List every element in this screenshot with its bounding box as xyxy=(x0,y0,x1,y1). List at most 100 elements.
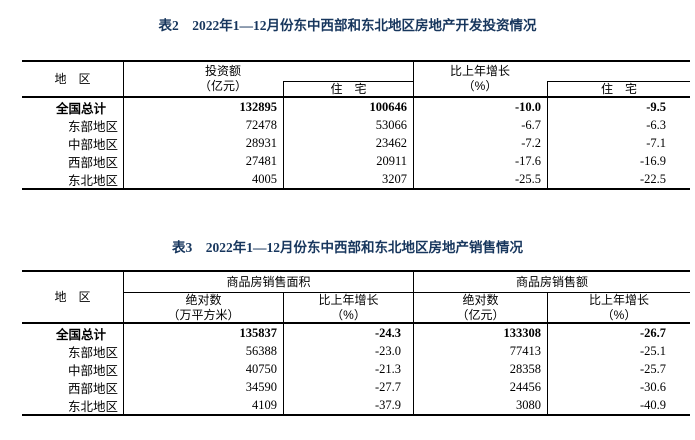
amount-growth-cell: -25.7 xyxy=(639,361,666,376)
residential-growth-cell: -16.9 xyxy=(639,153,666,168)
table2-header-investment-line1: 投资额 xyxy=(204,64,241,78)
table3-header-rule xyxy=(22,322,690,324)
table3-title: 表3 2022年1—12月份东中西部和东北地区房地产销售情况 xyxy=(172,240,523,255)
table3-area-growth-divider xyxy=(283,292,284,414)
investment-cell: 28931 xyxy=(245,135,277,150)
table2-header-growth-line1: 比上年增长 xyxy=(449,64,510,78)
residential-growth-cell: -22.5 xyxy=(639,171,666,186)
region-cell: 东部地区 xyxy=(68,345,119,360)
sales-area-cell: 34590 xyxy=(245,379,277,394)
table2-residential-divider xyxy=(283,81,284,188)
sales-amount-cell: 28358 xyxy=(509,361,541,376)
area-growth-cell: -27.7 xyxy=(374,379,401,394)
table-row: 西部地区 34590 -27.7 24456 -30.6 xyxy=(22,378,690,396)
table3-header-sales-area-group: 商品房销售面积 xyxy=(226,274,311,289)
table-row: 东北地区 4005 3207 -25.5 -22.5 xyxy=(22,170,690,188)
sales-amount-cell: 77413 xyxy=(509,343,541,358)
growth-cell: -10.0 xyxy=(514,99,541,114)
table-row: 东部地区 72478 53066 -6.7 -6.3 xyxy=(22,116,690,134)
table3-header-area-abs-line2: （万平方米） xyxy=(167,307,240,322)
amount-growth-cell: -26.7 xyxy=(639,325,666,340)
residential-cell: 3207 xyxy=(382,171,407,186)
region-cell: 东部地区 xyxy=(68,119,119,134)
table3-header-amount-abs: 绝对数 （亿元） xyxy=(414,293,547,322)
region-cell: 全国总计 xyxy=(56,101,107,116)
table-row: 中部地区 40750 -21.3 28358 -25.7 xyxy=(22,360,690,378)
table3-header-amount-growth-line2: （%） xyxy=(601,307,637,322)
residential-cell: 53066 xyxy=(375,117,407,132)
residential-cell: 100646 xyxy=(369,99,408,114)
table3-header-area-growth-line2: （%） xyxy=(331,307,366,322)
table2-residential-growth-divider xyxy=(547,81,548,188)
amount-growth-cell: -40.9 xyxy=(639,397,666,412)
residential-growth-cell: -6.3 xyxy=(646,117,666,132)
table3-region-divider xyxy=(123,270,124,414)
table2-header-region: 地 区 xyxy=(54,71,91,86)
table2-header-growth-line2: （%） xyxy=(462,79,498,93)
table2-residential-growth-box-top-rule xyxy=(547,81,690,82)
table2-section-divider xyxy=(413,60,414,188)
region-cell: 西部地区 xyxy=(68,381,119,396)
table2: 地 区 投资额 （亿元） 住 宅 比上年增长 （%） 住 宅 全国总计 1328… xyxy=(22,60,690,190)
investment-cell: 27481 xyxy=(245,153,277,168)
table-row: 东北地区 4109 -37.9 3080 -40.9 xyxy=(22,396,690,414)
growth-cell: -6.7 xyxy=(521,117,541,132)
table3-group-rule xyxy=(123,292,690,293)
sales-area-cell: 40750 xyxy=(245,361,277,376)
region-cell: 东北地区 xyxy=(68,173,119,188)
amount-growth-cell: -25.1 xyxy=(639,343,666,358)
area-growth-cell: -37.9 xyxy=(374,397,401,412)
table3-header-amount-abs-line1: 绝对数 xyxy=(462,292,499,307)
table2-header-residential: 住 宅 xyxy=(330,81,367,96)
table2-bottom-rule xyxy=(22,188,690,190)
table2-header-residential-growth: 住 宅 xyxy=(600,81,637,96)
table3-header-amount-abs-line2: （亿元） xyxy=(456,307,505,322)
table2-header-investment: 投资额 （亿元） xyxy=(163,62,283,96)
residential-cell: 23462 xyxy=(375,135,407,150)
table3-bottom-rule xyxy=(22,414,690,416)
table2-header-growth: 比上年增长 （%） xyxy=(413,62,547,96)
table3-header-amount-growth: 比上年增长 （%） xyxy=(548,293,690,322)
table3-section-divider xyxy=(413,270,414,414)
table3-header-area-growth-line1: 比上年增长 xyxy=(318,292,379,307)
area-growth-cell: -21.3 xyxy=(374,361,401,376)
residential-growth-cell: -9.5 xyxy=(646,99,666,114)
investment-cell: 132895 xyxy=(239,99,278,114)
sales-amount-cell: 133308 xyxy=(503,325,542,340)
region-cell: 中部地区 xyxy=(68,363,119,378)
table2-top-rule xyxy=(22,60,690,62)
table3-top-rule xyxy=(22,270,690,272)
residential-growth-cell: -7.1 xyxy=(646,135,666,150)
sales-area-cell: 135837 xyxy=(239,325,278,340)
table2-header-investment-line2: （亿元） xyxy=(198,79,247,93)
table-row: 中部地区 28931 23462 -7.2 -7.1 xyxy=(22,134,690,152)
table2-body: 全国总计 132895 100646 -10.0 -9.5 东部地区 72478… xyxy=(22,98,690,188)
table3-amount-growth-divider xyxy=(547,292,548,414)
table-row: 全国总计 132895 100646 -10.0 -9.5 xyxy=(22,98,690,116)
table3: 地 区 商品房销售面积 商品房销售额 绝对数 （万平方米） 比上年增长 （%） … xyxy=(22,270,690,416)
table3-header-region: 地 区 xyxy=(54,289,91,304)
table3-header-area-abs: 绝对数 （万平方米） xyxy=(124,293,283,322)
sales-area-cell: 4109 xyxy=(252,397,277,412)
table-row: 西部地区 27481 20911 -17.6 -16.9 xyxy=(22,152,690,170)
area-growth-cell: -24.3 xyxy=(374,325,401,340)
table-row: 东部地区 56388 -23.0 77413 -25.1 xyxy=(22,342,690,360)
table2-header-rule xyxy=(22,96,690,98)
residential-cell: 20911 xyxy=(376,153,407,168)
table2-residential-box-top-rule xyxy=(283,81,413,82)
investment-cell: 4005 xyxy=(252,171,277,186)
growth-cell: -7.2 xyxy=(521,135,541,150)
table2-title: 表2 2022年1—12月份东中西部和东北地区房地产开发投资情况 xyxy=(158,18,537,33)
table3-body: 全国总计 135837 -24.3 133308 -26.7 东部地区 5638… xyxy=(22,324,690,414)
growth-cell: -25.5 xyxy=(514,171,541,186)
growth-cell: -17.6 xyxy=(514,153,541,168)
region-cell: 中部地区 xyxy=(68,137,119,152)
table3-header-amount-growth-line1: 比上年增长 xyxy=(588,292,649,307)
region-cell: 西部地区 xyxy=(68,155,119,170)
table3-header-area-abs-line1: 绝对数 xyxy=(185,292,222,307)
amount-growth-cell: -30.6 xyxy=(639,379,666,394)
sales-area-cell: 56388 xyxy=(245,343,277,358)
table-row: 全国总计 135837 -24.3 133308 -26.7 xyxy=(22,324,690,342)
area-growth-cell: -23.0 xyxy=(374,343,401,358)
sales-amount-cell: 3080 xyxy=(516,397,541,412)
